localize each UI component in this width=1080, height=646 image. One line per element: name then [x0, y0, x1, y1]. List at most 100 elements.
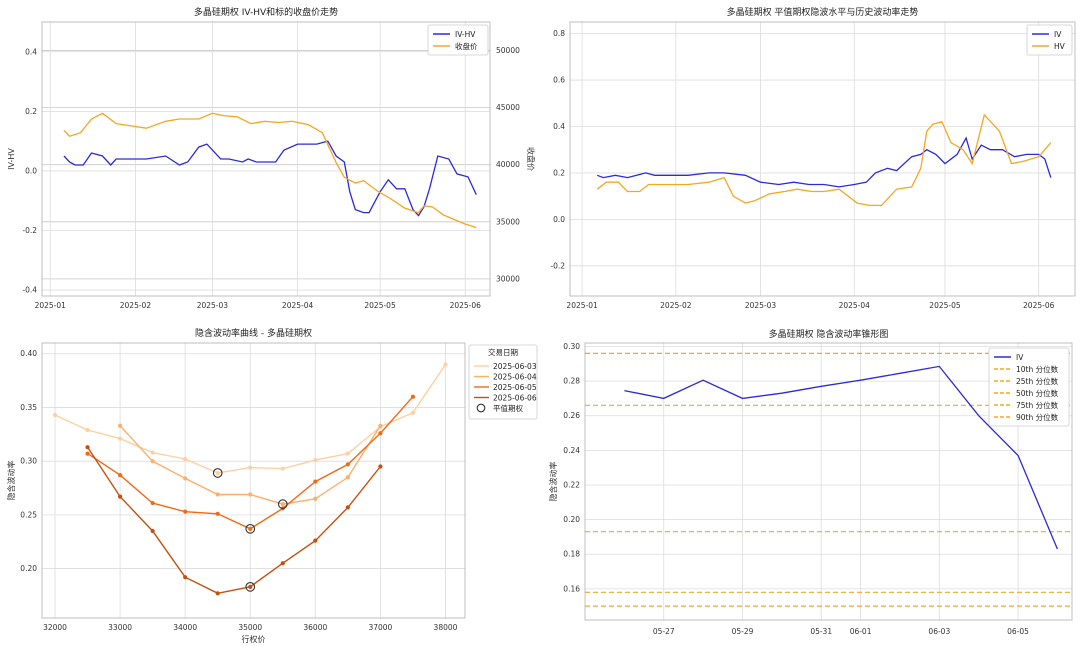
c3-series-point [313, 479, 318, 484]
c2-series-line-1 [596, 113, 1052, 207]
c4-legend-box [988, 347, 1070, 427]
c4-series-line-0 [624, 365, 1058, 550]
c3-series-point [183, 575, 188, 580]
c1-legend-label: 收盘价 [455, 41, 478, 51]
c3-atm-marker [277, 499, 288, 509]
c1-legend-box [427, 24, 489, 56]
c3-series-point [85, 445, 90, 450]
c3-legend-label: 2025-06-04 [493, 373, 537, 382]
c2-xtick-label: 2025-01 [566, 301, 598, 310]
c1-ytick-label: 0.4 [25, 47, 37, 56]
c3-series-point [52, 412, 58, 418]
c1-xtick-label: 2025-06 [450, 301, 482, 310]
c3-frame [41, 342, 466, 619]
c3-series-point [345, 475, 350, 480]
c1-title: 多晶硅期权 IV-HV和标的收盘价走势 [194, 6, 338, 18]
c3-series-point [248, 492, 253, 497]
c3-atm-marker [212, 468, 223, 478]
c3-xtick-label: 32000 [43, 623, 67, 632]
c3-series-point [215, 492, 220, 497]
c4-legend-label: 25th 分位数 [1016, 376, 1059, 386]
c3-series-point [85, 451, 90, 456]
c3-series-point [150, 450, 155, 455]
c3-ytick-label: 0.40 [20, 349, 37, 358]
c4-ytick-label: 0.16 [563, 584, 580, 593]
c3-xtick-label: 33000 [108, 623, 132, 632]
c3-series-point [215, 511, 220, 516]
c2-ytick-label: -0.2 [550, 261, 565, 270]
c2-legend-box [1026, 24, 1073, 56]
c4-xtick-label: 06-01 [850, 627, 872, 636]
c1-xtick-label: 2025-01 [35, 301, 67, 310]
c3-series-point [183, 509, 188, 514]
c2-ytick-label: 0.2 [553, 168, 565, 177]
c4-legend-label: 75th 分位数 [1016, 400, 1059, 410]
c4-xtick-label: 06-03 [928, 627, 950, 636]
c3-ytick-label: 0.25 [20, 510, 37, 519]
c4-ytick-label: 0.26 [563, 411, 580, 420]
c3-ytick-label: 0.20 [20, 564, 37, 573]
c3-series-point [248, 526, 253, 531]
c3-series-point [117, 436, 123, 441]
c2-xtick-label: 2025-02 [660, 301, 692, 310]
c3-legend-box [468, 344, 538, 420]
c4-ytick-label: 0.24 [563, 446, 580, 455]
c3-xlabel: 行权价 [242, 634, 266, 644]
c3-series-line-3 [87, 446, 381, 595]
c3-title: 隐含波动率曲线 - 多晶硅期权 [195, 327, 312, 339]
c1-ylabel2: 收盘价 [526, 147, 536, 171]
c3-series-point [215, 470, 220, 476]
c1-xtick-label: 2025-04 [282, 301, 314, 310]
c3-legend-atm-swatch [476, 403, 486, 413]
c3-legend-label: 2025-06-03 [493, 362, 537, 371]
c4-ytick-label: 0.22 [563, 480, 580, 489]
c2-xtick-label: 2025-04 [839, 301, 871, 310]
c3-legend-title: 交易日期 [488, 347, 518, 357]
c3-series-point [443, 362, 448, 367]
c4-ytick-label: 0.28 [563, 377, 580, 386]
c3-series-point [313, 496, 318, 501]
c1-ytick2-label: 40000 [496, 160, 520, 169]
c4-title: 多晶硅期权 隐含波动率锥形图 [769, 328, 889, 340]
c3-series-point [280, 561, 285, 566]
c3-series-point [410, 410, 416, 415]
c2-ytick-label: 0.6 [553, 76, 565, 85]
c1-ytick-label: 0.2 [25, 107, 37, 116]
c3-series-point [248, 584, 253, 589]
c3-xtick-label: 36000 [303, 623, 327, 632]
c3-series-point [378, 431, 383, 436]
c4-xtick-label: 06-05 [1007, 627, 1029, 636]
c1-ytick2-label: 50000 [496, 46, 520, 55]
c3-series-point [117, 494, 123, 499]
c3-series-point [248, 465, 253, 470]
c3-xtick-label: 37000 [368, 623, 392, 632]
c4-ytick-label: 0.30 [563, 342, 580, 351]
c4-ylabel: 隐含波动率 [548, 462, 558, 502]
c3-series-point [215, 591, 220, 596]
c1-ytick-label: -0.2 [22, 226, 37, 235]
c3-ytick-label: 0.35 [20, 403, 37, 412]
c1-frame [41, 21, 491, 297]
c3-series-point [183, 476, 188, 481]
c2-legend-label: HV [1054, 42, 1066, 51]
c3-series-point [280, 502, 285, 507]
c2-ytick-label: 0.4 [553, 122, 565, 131]
c3-legend-label: 2025-06-05 [493, 383, 537, 392]
c4-xtick-label: 05-31 [810, 627, 832, 636]
c2-series-line-0 [596, 136, 1052, 188]
c2-xtick-label: 2025-03 [745, 301, 777, 310]
c3-atm-marker [245, 581, 256, 592]
c3-series-point [313, 457, 318, 463]
c3-series-point [183, 456, 188, 462]
c2-xtick-label: 2025-05 [929, 301, 961, 310]
c3-series-point [313, 538, 318, 543]
c3-atm-marker [245, 523, 256, 534]
c1-xtick-label: 2025-02 [120, 301, 152, 310]
c1-series-line-1 [63, 112, 477, 229]
c2-ytick-label: 0.8 [553, 29, 565, 38]
c1-ytick2-label: 35000 [496, 217, 520, 226]
c1-legend-label: IV-HV [455, 30, 476, 39]
c1-ytick-label: -0.4 [22, 286, 37, 295]
